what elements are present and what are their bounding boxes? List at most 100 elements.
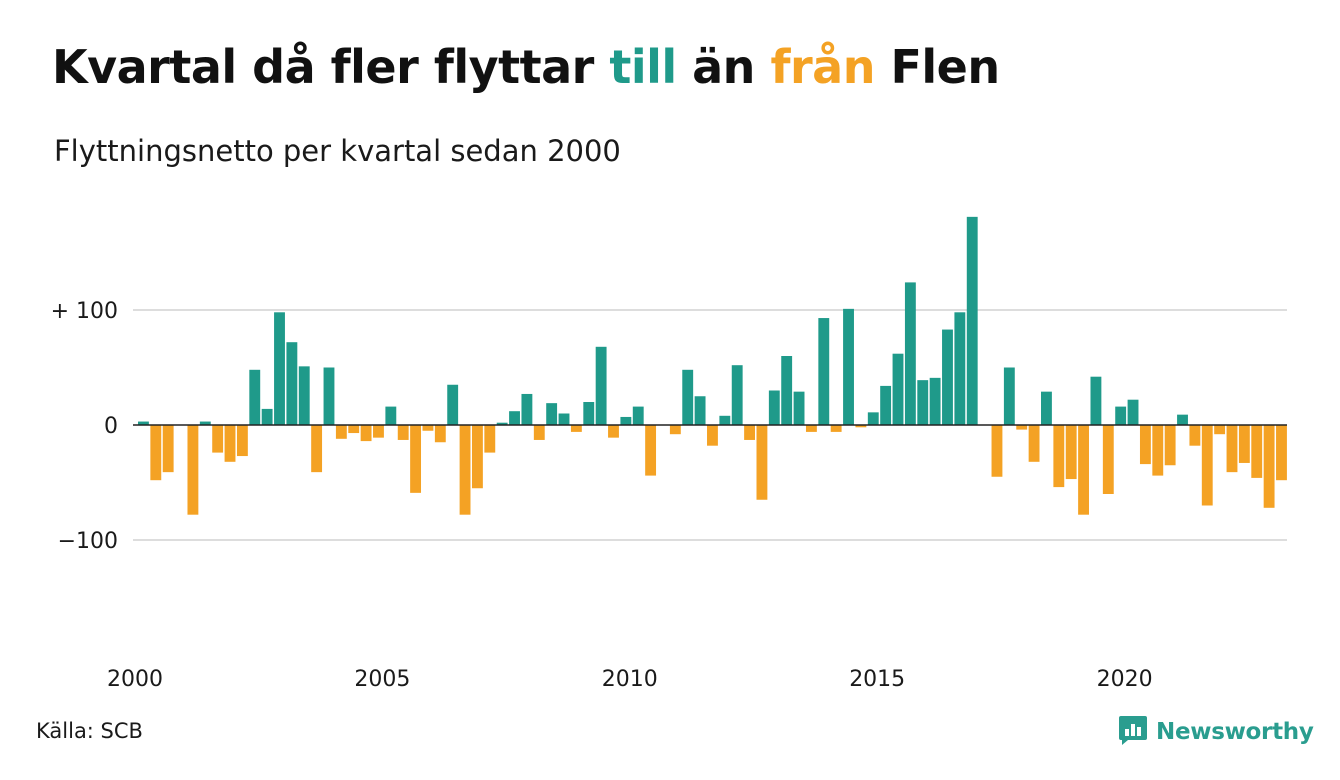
bar [162,425,174,473]
bar [867,412,879,425]
bar [818,318,830,425]
bar [1028,425,1040,462]
bar [942,329,953,425]
bar [558,413,570,425]
gridlines [133,309,1287,541]
bar [632,406,644,425]
y-tick-label: 0 [104,414,118,439]
bar [447,384,459,425]
bar [323,367,335,425]
bar [199,421,211,425]
brand-logo: Newsworthy [1118,714,1314,750]
bar [719,415,731,425]
bar [533,425,545,440]
bar [1041,391,1052,425]
x-tick-label: 2005 [354,667,410,692]
bar [781,356,793,425]
title-part-2: än [676,40,771,94]
x-tick-label: 2010 [602,667,658,692]
bar [1139,425,1151,465]
bar [707,425,718,446]
bar [150,425,162,481]
bar-chart-speech-icon [1118,714,1148,750]
bar [1065,425,1077,480]
bar [880,385,892,425]
bar [645,425,657,476]
bar [1152,425,1164,476]
bar [274,312,285,425]
bar [843,308,854,425]
bar [397,425,409,440]
bar [1238,425,1250,463]
x-tick-label: 2015 [849,667,905,692]
bar [360,425,372,442]
bar [892,353,904,425]
bar [917,380,929,425]
bar [1226,425,1238,473]
bar [224,425,236,462]
y-axis-ticks: + 100 0 −100 [51,299,118,554]
bar [1090,376,1102,425]
bar [422,425,434,431]
bar [286,342,298,425]
bar [570,425,582,432]
bar [1016,425,1028,430]
bar [1177,414,1188,425]
bar [261,408,273,425]
bar [138,421,149,425]
x-tick-label: 2000 [107,667,163,692]
bar [509,411,520,425]
bar [991,425,1003,477]
bar [1276,425,1287,481]
bar [744,425,755,440]
bar [1078,425,1089,515]
bar [620,416,632,425]
bar [311,425,323,473]
bar [1189,425,1201,446]
bar [1115,406,1127,425]
bar [521,393,533,425]
bar [669,425,681,435]
bar [236,425,248,457]
chart-title: Kvartal då fler flyttar till än från Fle… [52,40,1000,94]
bar [1164,425,1176,466]
bar [682,369,694,425]
x-tick-label: 2020 [1097,667,1153,692]
title-highlight-till: till [609,40,677,94]
bar [373,425,384,438]
bar [966,216,978,425]
bar [694,396,706,425]
title-highlight-fran: från [770,40,875,94]
bar [484,425,496,453]
x-axis-ticks: 2000 2005 2010 2015 2020 [107,667,1153,692]
bar [595,346,607,425]
bar [471,425,483,489]
bar [954,312,966,425]
bar [1053,425,1065,488]
bar [1003,367,1015,425]
title-part-1: Kvartal då fler flyttar [52,40,610,94]
bar [1102,425,1114,494]
bar [805,425,817,432]
bar [929,377,941,425]
bar-chart: + 100 0 −100 2000 2005 2010 2015 2020 [51,216,1287,692]
bar [434,425,446,443]
y-tick-label: + 100 [51,299,118,324]
brand-name: Newsworthy [1156,719,1314,745]
bar [335,425,347,439]
bar [298,366,310,425]
bar [348,425,360,434]
bar [793,391,805,425]
bar [1214,425,1226,435]
bar [385,406,397,425]
chart-subtitle: Flyttningsnetto per kvartal sedan 2000 [54,134,621,168]
source-note: Källa: SCB [36,719,143,743]
bar [1127,399,1139,425]
bar [583,402,595,425]
bar [1201,425,1213,506]
bar [1263,425,1275,508]
bar [855,425,867,428]
bar [496,422,508,425]
bar [410,425,422,493]
bar [731,365,743,425]
